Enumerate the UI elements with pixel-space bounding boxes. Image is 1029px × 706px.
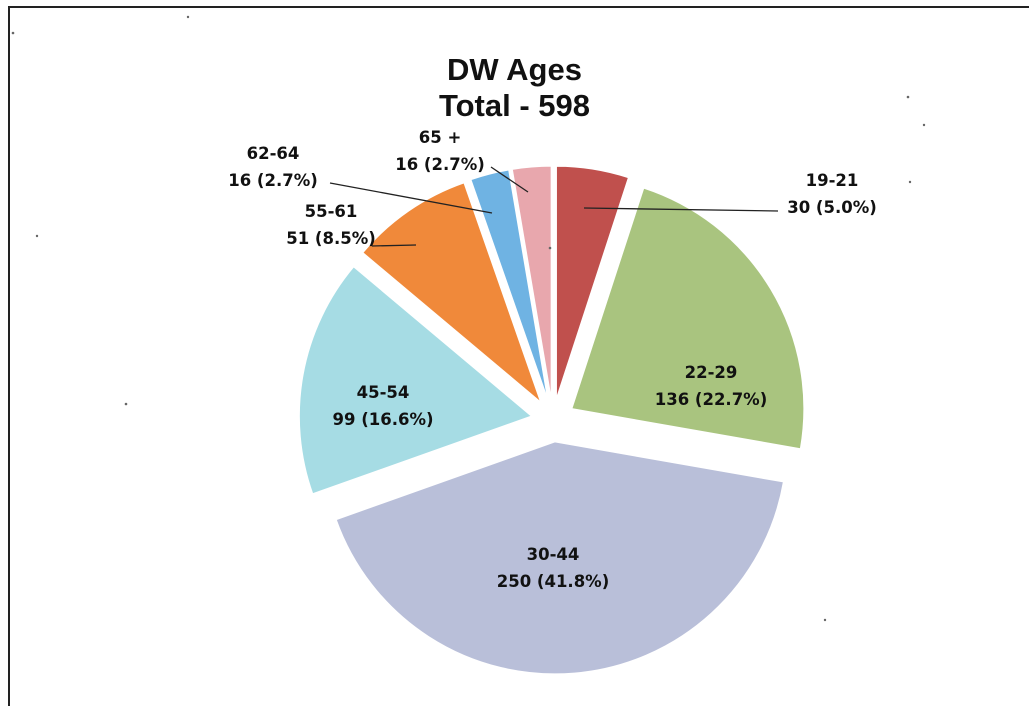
pie-slice-22-29 — [571, 187, 805, 450]
slice-value-label: 99 (16.6%) — [332, 410, 433, 429]
slice-category-label: 62-64 — [247, 144, 300, 163]
slice-category-label: 45-54 — [357, 383, 410, 402]
leader-lines — [329, 166, 779, 247]
leader-line-62-64 — [329, 182, 493, 214]
scan-speck — [922, 123, 926, 127]
pie-slice-45-54 — [298, 266, 533, 495]
chart-frame — [8, 6, 1029, 706]
scan-speck — [548, 246, 552, 250]
pie-slice-30-44 — [335, 441, 784, 675]
pie-slice-55-61 — [362, 182, 542, 404]
pie-slice-62-64 — [470, 169, 549, 399]
scan-speck — [11, 31, 15, 35]
leader-line-65 — [490, 166, 529, 193]
scan-speck — [823, 618, 827, 622]
scan-speck — [906, 95, 910, 99]
scan-speck — [35, 234, 39, 238]
chart-title: DW Ages — [447, 52, 582, 87]
slice-value-label: 250 (41.8%) — [497, 572, 610, 591]
slice-value-label: 30 (5.0%) — [787, 198, 877, 217]
slice-category-label: 65 + — [419, 128, 462, 147]
slice-category-label: 22-29 — [685, 363, 738, 382]
leader-line-55-61 — [371, 244, 417, 247]
slice-category-label: 30-44 — [527, 545, 580, 564]
slice-value-label: 16 (2.7%) — [228, 171, 318, 190]
slice-category-label: 55-61 — [305, 202, 358, 221]
pie-slice-19-21 — [555, 165, 630, 399]
chart-subtitle: Total - 598 — [438, 88, 591, 123]
scan-specks — [11, 15, 926, 622]
leader-line-19-21 — [583, 207, 779, 212]
pie-slice-65 — [511, 165, 552, 399]
pie-slices — [298, 165, 805, 675]
slice-value-label: 51 (8.5%) — [286, 229, 376, 248]
slice-category-label: 19-21 — [806, 171, 859, 190]
scan-speck — [186, 15, 190, 19]
scan-speck — [124, 402, 128, 406]
slice-value-label: 16 (2.7%) — [395, 155, 485, 174]
scan-speck — [908, 180, 912, 184]
slice-labels: 19-21 30 (5.0%) 22-29 136 (22.7%) 30-44 250 (… — [228, 128, 877, 591]
slice-value-label: 136 (22.7%) — [655, 390, 768, 409]
